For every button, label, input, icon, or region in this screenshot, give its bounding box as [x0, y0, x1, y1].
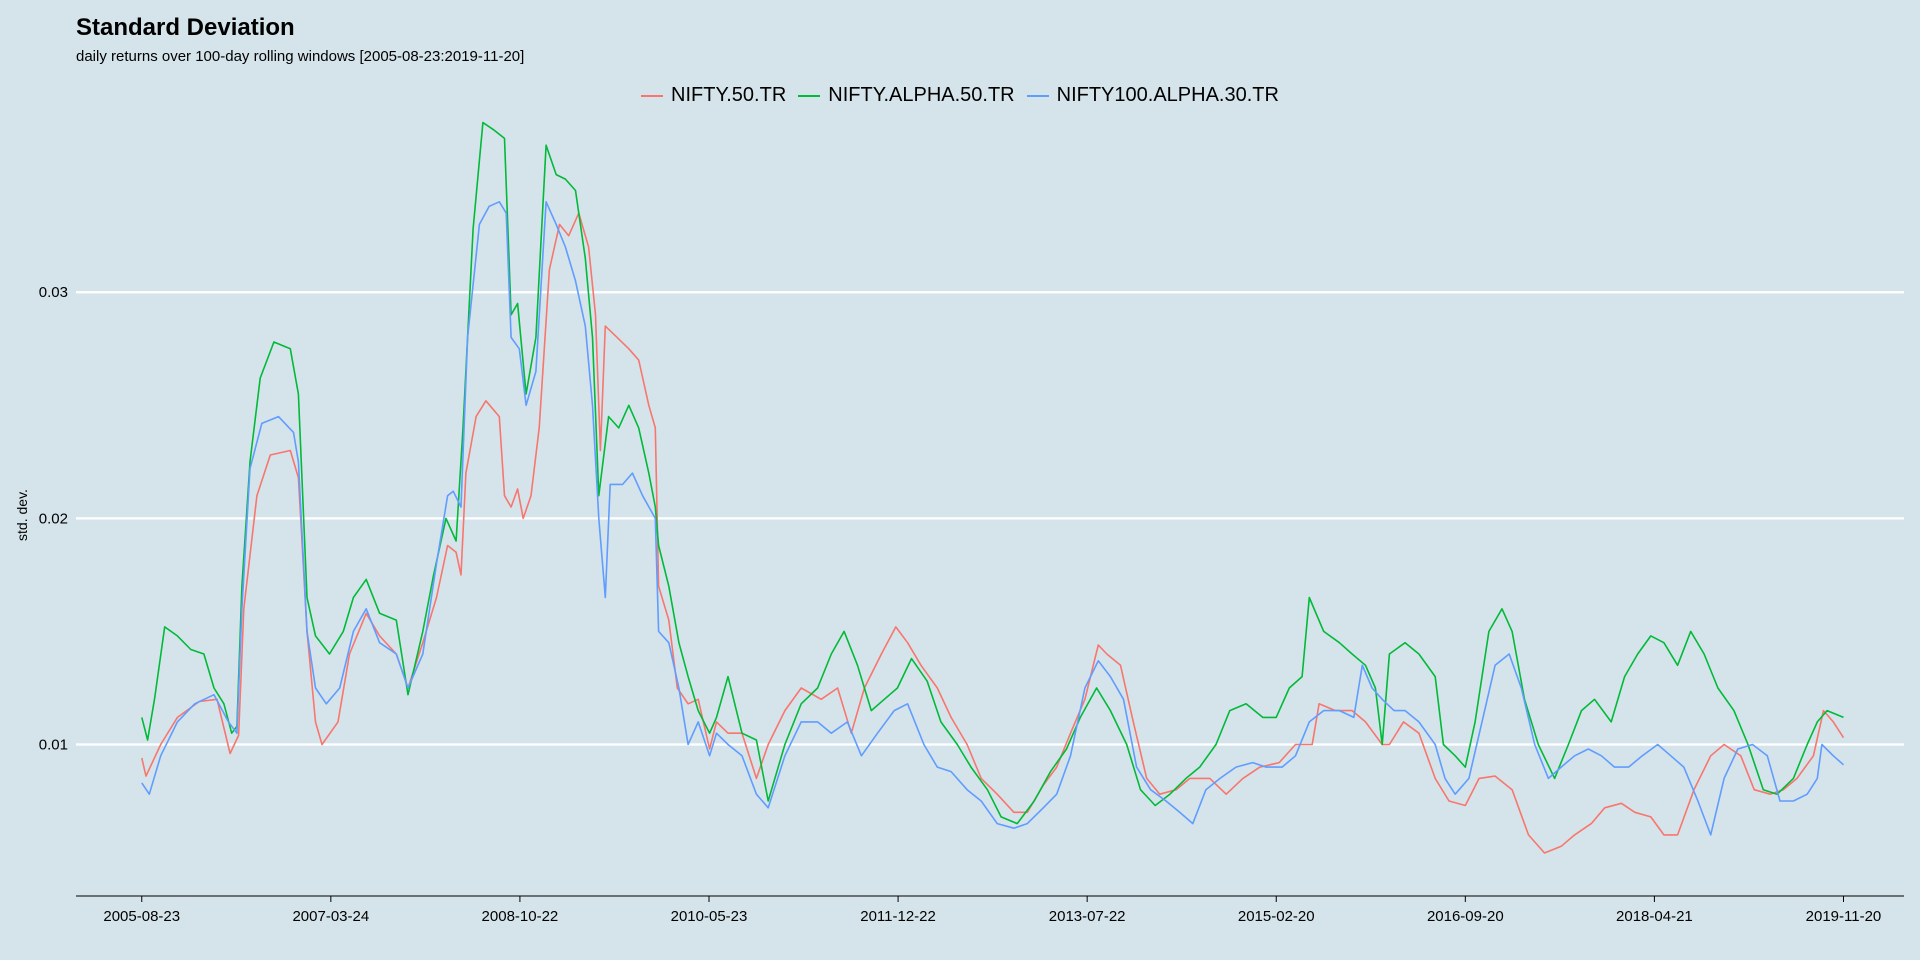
legend-swatch-nifty-alpha50 [798, 94, 821, 97]
y-tick-label: 0.02 [39, 510, 68, 527]
chart-legend: NIFTY.50.TR NIFTY.ALPHA.50.TR NIFTY100.A… [0, 84, 1920, 107]
x-tick-label: 2018-04-21 [1616, 908, 1693, 925]
series-line-0 [141, 212, 1845, 854]
x-tick-label: 2011-12-22 [860, 908, 936, 925]
series-line-2 [141, 201, 1845, 836]
legend-swatch-nifty100-alpha30 [1026, 94, 1049, 97]
y-tick-label: 0.01 [39, 736, 68, 753]
legend-label-nifty50: NIFTY.50.TR [671, 84, 787, 106]
legend-item-nifty-alpha50: NIFTY.ALPHA.50.TR [798, 84, 1015, 107]
x-tick-label: 2013-07-22 [1049, 908, 1126, 925]
legend-label-nifty100-alpha30: NIFTY100.ALPHA.30.TR [1056, 84, 1279, 106]
x-tick-label: 2016-09-20 [1427, 908, 1504, 925]
x-tick-label: 2007-03-24 [292, 908, 369, 925]
legend-item-nifty100-alpha30: NIFTY100.ALPHA.30.TR [1026, 84, 1279, 107]
legend-item-nifty50: NIFTY.50.TR [641, 84, 786, 107]
x-tick-label: 2008-10-22 [482, 908, 559, 925]
grid-lines [76, 291, 1904, 746]
x-tick-label: 2010-05-23 [671, 908, 748, 925]
chart-title: Standard Deviation [76, 14, 295, 41]
legend-swatch-nifty50 [641, 94, 664, 97]
series-line-1 [141, 121, 1844, 825]
y-tick-label: 0.03 [39, 284, 68, 301]
chart-subtitle: daily returns over 100-day rolling windo… [76, 48, 525, 65]
x-tick-label: 2015-02-20 [1238, 908, 1315, 925]
legend-label-nifty-alpha50: NIFTY.ALPHA.50.TR [828, 84, 1015, 106]
series-layer [141, 121, 1845, 854]
x-tick-label: 2019-11-20 [1806, 908, 1882, 925]
x-tick-label: 2005-08-23 [103, 908, 180, 925]
axes: 0.01 0.02 0.03 2005-08-23 2007-03-24 2008-10-… [39, 284, 1904, 925]
